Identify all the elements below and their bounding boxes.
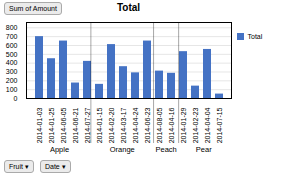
svg-text:2014-03-17: 2014-03-17 xyxy=(120,107,127,143)
html-text:Total: Total xyxy=(247,33,263,40)
svg-text:2014-04-16: 2014-04-16 xyxy=(168,107,175,143)
svg-text:300: 300 xyxy=(6,68,18,75)
svg-text:Orange: Orange xyxy=(110,145,135,154)
svg-text:700: 700 xyxy=(6,33,18,40)
svg-text:2014-04-04: 2014-04-04 xyxy=(204,107,211,143)
svg-text:2014-06-23: 2014-06-23 xyxy=(144,107,151,143)
svg-text:600: 600 xyxy=(6,42,18,49)
svg-text:2014-07-27: 2014-07-27 xyxy=(84,107,91,143)
svg-text:800: 800 xyxy=(6,24,18,31)
svg-text:2014-01-15: 2014-01-15 xyxy=(96,107,103,143)
svg-text:2014-01-29: 2014-01-29 xyxy=(180,107,187,143)
html-text:Fruit ▾: Fruit ▾ xyxy=(9,162,29,170)
svg-text:200: 200 xyxy=(6,77,18,84)
svg-text:400: 400 xyxy=(6,59,18,66)
svg-text:2014-04-24: 2014-04-24 xyxy=(132,107,139,143)
svg-text:2014-06-21: 2014-06-21 xyxy=(72,107,79,143)
svg-text:500: 500 xyxy=(6,51,18,58)
svg-text:2014-02-20: 2014-02-20 xyxy=(108,107,115,143)
svg-text:Pear: Pear xyxy=(196,145,212,154)
svg-text:100: 100 xyxy=(6,86,18,93)
html-text:Date ▾: Date ▾ xyxy=(45,162,66,170)
html-text:Sum of Amount: Sum of Amount xyxy=(9,5,57,12)
svg-text:2014-07-15: 2014-07-15 xyxy=(216,107,223,143)
svg-text:2014-06-05: 2014-06-05 xyxy=(60,107,67,143)
svg-text:2014-08-05: 2014-08-05 xyxy=(156,107,163,143)
html-text:Total: Total xyxy=(116,2,141,13)
svg-text:0: 0 xyxy=(14,95,18,102)
svg-text:2014-01-03: 2014-01-03 xyxy=(36,107,43,143)
svg-text:Peach: Peach xyxy=(155,145,176,154)
svg-text:2014-01-25: 2014-01-25 xyxy=(48,107,55,143)
svg-text:Apple: Apple xyxy=(50,145,69,154)
svg-text:2014-02-23: 2014-02-23 xyxy=(192,107,199,143)
